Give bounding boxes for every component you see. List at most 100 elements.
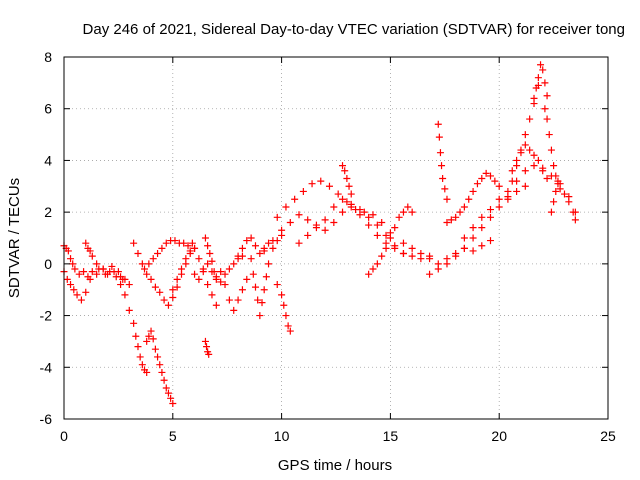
data-point-marker xyxy=(373,260,381,268)
data-point-marker xyxy=(304,216,312,224)
data-point-marker xyxy=(156,288,164,296)
data-point-marker xyxy=(478,175,486,183)
data-point-marker xyxy=(399,239,407,247)
data-point-marker xyxy=(82,288,90,296)
data-point-marker xyxy=(208,291,216,299)
series-arc-24 xyxy=(443,169,503,226)
data-point-marker xyxy=(75,270,83,278)
data-point-marker xyxy=(125,281,133,289)
data-point-marker xyxy=(365,213,373,221)
data-point-marker xyxy=(249,270,257,278)
data-point-marker xyxy=(530,162,538,170)
data-point-marker xyxy=(408,252,416,260)
series-arc-18 xyxy=(295,195,407,258)
data-point-marker xyxy=(121,275,129,283)
series-arc-16 xyxy=(260,203,434,263)
data-point-marker xyxy=(417,250,425,258)
data-point-marker xyxy=(347,190,355,198)
data-point-marker xyxy=(434,265,442,273)
data-point-marker xyxy=(347,200,355,208)
data-point-marker xyxy=(517,149,525,157)
data-point-marker xyxy=(162,384,170,392)
tick-labels-layer: 0 5 10 15 20 25 -6 -4 -2 0 2 4 6 8 xyxy=(40,49,616,444)
data-point-marker xyxy=(571,216,579,224)
data-point-marker xyxy=(273,213,281,221)
data-point-marker xyxy=(469,234,477,242)
ticks-layer xyxy=(63,56,609,420)
data-point-marker xyxy=(70,286,78,294)
data-point-marker xyxy=(521,167,529,175)
y-tick-label: 8 xyxy=(44,49,52,65)
data-point-marker xyxy=(247,234,255,242)
data-point-marker xyxy=(408,244,416,252)
data-point-marker xyxy=(486,237,494,245)
data-point-marker xyxy=(145,260,153,268)
data-point-marker xyxy=(173,283,181,291)
data-point-marker xyxy=(443,260,451,268)
data-point-marker xyxy=(436,149,444,157)
data-point-marker xyxy=(456,208,464,216)
data-point-marker xyxy=(225,265,233,273)
data-point-marker xyxy=(556,185,564,193)
y-axis-label: SDTVAR / TECUs xyxy=(6,178,23,298)
data-point-marker xyxy=(478,242,486,250)
data-point-marker xyxy=(225,296,233,304)
data-point-marker xyxy=(230,306,238,314)
data-point-marker xyxy=(541,79,549,87)
data-point-marker xyxy=(486,172,494,180)
data-point-marker xyxy=(251,283,259,291)
data-point-marker xyxy=(104,270,112,278)
data-point-marker xyxy=(221,270,229,278)
data-point-marker xyxy=(143,270,151,278)
data-point-marker xyxy=(460,234,468,242)
series-arc-27 xyxy=(530,61,551,102)
data-point-marker xyxy=(441,185,449,193)
data-point-marker xyxy=(191,244,199,252)
data-point-marker xyxy=(93,270,101,278)
data-point-marker xyxy=(269,244,277,252)
data-point-marker xyxy=(286,327,294,335)
data-point-marker xyxy=(391,244,399,252)
data-point-marker xyxy=(341,167,349,175)
data-point-marker xyxy=(260,286,268,294)
data-point-marker xyxy=(532,84,540,92)
data-point-marker xyxy=(73,291,81,299)
data-point-marker xyxy=(382,244,390,252)
data-point-marker xyxy=(64,247,72,255)
data-point-marker xyxy=(145,332,153,340)
data-point-marker xyxy=(171,237,179,245)
data-point-marker xyxy=(108,262,116,270)
series-arc-5 xyxy=(143,327,177,407)
data-point-marker xyxy=(399,250,407,258)
data-point-marker xyxy=(486,213,494,221)
x-tick-label: 15 xyxy=(383,428,399,444)
data-point-marker xyxy=(565,198,573,206)
data-point-marker xyxy=(334,190,342,198)
data-point-marker xyxy=(345,182,353,190)
chart-title: Day 246 of 2021, Sidereal Day-to-day VTE… xyxy=(83,21,625,38)
x-tick-label: 20 xyxy=(491,428,507,444)
series-arc-22 xyxy=(426,182,529,278)
data-point-marker xyxy=(391,224,399,232)
data-point-marker xyxy=(130,239,138,247)
data-point-marker xyxy=(254,296,262,304)
data-point-marker xyxy=(212,301,220,309)
data-point-marker xyxy=(295,211,303,219)
data-point-marker xyxy=(238,244,246,252)
data-point-marker xyxy=(439,175,447,183)
data-point-marker xyxy=(180,239,188,247)
data-point-marker xyxy=(317,177,325,185)
data-point-marker xyxy=(132,332,140,340)
data-point-marker xyxy=(217,278,225,286)
data-point-marker xyxy=(465,195,473,203)
data-point-marker xyxy=(147,275,155,283)
data-point-marker xyxy=(256,250,264,258)
data-point-marker xyxy=(63,275,71,283)
data-point-marker xyxy=(195,275,203,283)
data-point-marker xyxy=(552,187,560,195)
data-point-marker xyxy=(149,255,157,263)
data-point-marker xyxy=(282,312,290,320)
data-point-marker xyxy=(265,260,273,268)
data-point-marker xyxy=(469,247,477,255)
data-point-marker xyxy=(125,306,133,314)
